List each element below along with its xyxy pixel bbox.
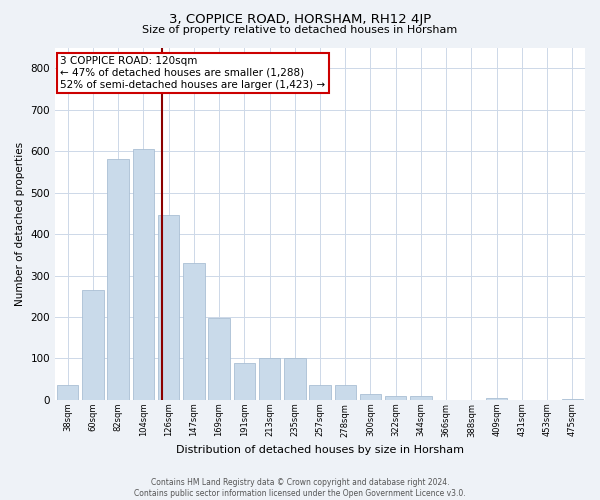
X-axis label: Distribution of detached houses by size in Horsham: Distribution of detached houses by size … [176, 445, 464, 455]
Bar [360, 394, 381, 400]
Text: 3 COPPICE ROAD: 120sqm
← 47% of detached houses are smaller (1,288)
52% of semi-: 3 COPPICE ROAD: 120sqm ← 47% of detached… [61, 56, 325, 90]
Bar [410, 396, 431, 400]
Bar [158, 216, 179, 400]
Bar [284, 358, 305, 400]
Bar [562, 398, 583, 400]
Bar [57, 384, 79, 400]
Y-axis label: Number of detached properties: Number of detached properties [15, 142, 25, 306]
Bar [133, 149, 154, 400]
Bar [259, 358, 280, 400]
Bar [309, 384, 331, 400]
Bar [82, 290, 104, 400]
Bar [183, 263, 205, 400]
Bar [486, 398, 508, 400]
Bar [107, 160, 129, 400]
Text: Size of property relative to detached houses in Horsham: Size of property relative to detached ho… [142, 25, 458, 35]
Bar [208, 318, 230, 400]
Bar [233, 362, 255, 400]
Text: 3, COPPICE ROAD, HORSHAM, RH12 4JP: 3, COPPICE ROAD, HORSHAM, RH12 4JP [169, 12, 431, 26]
Bar [385, 396, 406, 400]
Text: Contains HM Land Registry data © Crown copyright and database right 2024.
Contai: Contains HM Land Registry data © Crown c… [134, 478, 466, 498]
Bar [335, 386, 356, 400]
